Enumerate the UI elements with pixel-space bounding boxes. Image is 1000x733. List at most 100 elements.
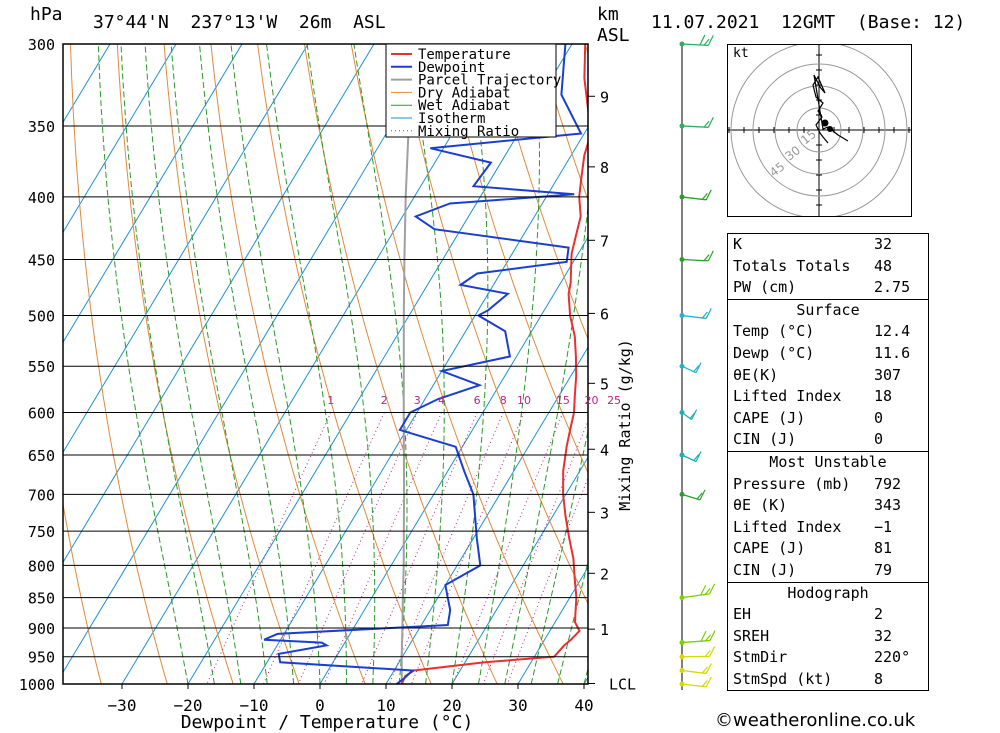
- wind-barb-flag: [707, 250, 714, 262]
- dewpoint-line: [263, 44, 583, 684]
- wind-barb: [681, 314, 707, 320]
- hodograph-stat-value: 220°: [874, 648, 911, 667]
- pressure-tick-label: 700: [28, 486, 55, 504]
- wind-barb-flag: [709, 630, 716, 641]
- wind-barb-flag: [691, 409, 698, 420]
- km-tick-label: 5: [600, 375, 609, 393]
- wind-barb-flag: [696, 492, 703, 500]
- index-value: 2.75: [874, 278, 911, 297]
- wind-barb-flag: [704, 588, 711, 595]
- pressure-tick-label: 750: [28, 523, 55, 541]
- most-unstable-value: 81: [874, 539, 893, 558]
- wind-barb-flag: [701, 192, 708, 200]
- most-unstable-value: −1: [874, 517, 893, 536]
- location-label: 37°44'N 237°13'W 26m ASL: [93, 12, 386, 33]
- isotherm-line: [63, 44, 111, 124]
- pressure-tick-label: 850: [28, 590, 55, 608]
- wind-barb-flag: [695, 362, 702, 373]
- surface-value: 12.4: [874, 322, 911, 341]
- axes: 1 2 3 4 6 8 10 15 20 2530035040045050055060065070…: [19, 36, 636, 733]
- isotherm-line: [517, 566, 588, 684]
- legend-box: [385, 43, 557, 138]
- wind-barb-flag: [704, 650, 711, 657]
- asl-label: ASL: [597, 25, 630, 46]
- hodograph-stat-key: StmDir: [733, 648, 788, 667]
- hodograph-stat-value: 8: [874, 669, 884, 688]
- most-unstable-row: CAPE (J) 81: [728, 538, 928, 560]
- surface-row: CIN (J) 0: [728, 429, 928, 451]
- surface-key: Temp (°C): [733, 322, 815, 341]
- hodograph-stat-row: StmDir 220°: [728, 647, 928, 669]
- most-unstable-row: CIN (J) 79: [728, 560, 928, 582]
- mixing-ratio-line: [452, 412, 564, 684]
- isotherm-line: [63, 44, 177, 234]
- surface-value: 0: [874, 408, 884, 427]
- surface-row: θE(K) 307: [728, 365, 928, 387]
- pressure-tick-label: 800: [28, 557, 55, 575]
- km-tick-label: 9: [600, 88, 609, 106]
- surface-key: CIN (J): [733, 430, 797, 449]
- dry-adiabat-line: [350, 44, 564, 684]
- temperature-line: [400, 44, 588, 684]
- wet-adiabat-line: [120, 44, 215, 684]
- hodograph-stat-row: SREH 32: [728, 626, 928, 648]
- mixing-ratio-label: 6: [474, 394, 481, 407]
- wet-adiabat-line: [266, 44, 347, 684]
- wind-dot: [679, 668, 685, 674]
- hodograph-unit: kt: [733, 46, 749, 61]
- wet-adiabat-line: [144, 44, 242, 684]
- wind-barb-flag: [705, 634, 711, 642]
- isotherm-line: [253, 126, 588, 684]
- hodograph-title: Hodograph: [787, 583, 869, 602]
- wind-dot: [679, 257, 685, 263]
- dry-adiabat-line: [491, 44, 588, 341]
- units-label: hPa: [30, 4, 63, 25]
- legend-label: Wet Adiabat: [418, 98, 511, 114]
- dry-adiabat-line: [444, 44, 588, 475]
- wind-barb: [681, 43, 709, 47]
- isotherm-line: [63, 44, 243, 344]
- hodograph-ring-label: 45: [767, 159, 788, 179]
- hodograph-ring-label: 30: [783, 143, 804, 163]
- wind-barb-flag: [707, 35, 714, 46]
- most-unstable-key: CAPE (J): [733, 539, 806, 558]
- hodograph-point: [827, 126, 833, 132]
- mixing-ratio-label: 25: [607, 394, 621, 407]
- most-unstable-value: 343: [874, 496, 902, 515]
- indices-table: K 32 Totals Totals 48 PW (cm) 2.75 Surface Te…: [727, 233, 929, 692]
- wet-adiabat-line: [477, 44, 541, 684]
- wet-adiabat-line: [199, 44, 295, 684]
- wet-adiabat-line: [504, 203, 588, 684]
- pressure-tick-label: 550: [28, 358, 55, 376]
- plot-border: [62, 43, 589, 685]
- wet-adiabat-line: [97, 44, 189, 684]
- parcel-trajectory-line: [400, 44, 415, 684]
- mixing-ratio-line: [482, 419, 588, 684]
- wind-dot: [679, 452, 685, 458]
- km-tick-label: 3: [600, 504, 609, 522]
- wind-barb: [681, 258, 709, 262]
- dry-adiabat-line: [116, 44, 234, 684]
- wind-barb-flag: [705, 663, 712, 674]
- mixing-ratio-axis-label: Mixing Ratio (g/kg): [616, 339, 634, 511]
- mixing-ratio-line: [410, 412, 525, 684]
- wind-barb: [681, 669, 707, 675]
- x-tick-label: −10: [240, 696, 269, 715]
- index-row: PW (cm) 2.75: [728, 277, 928, 299]
- dry-adiabat-line: [257, 44, 432, 684]
- wind-barb-flag: [707, 117, 714, 128]
- legend-label: Temperature: [418, 47, 511, 63]
- wind-barb: [681, 639, 711, 644]
- most-unstable-key: θE (K): [733, 496, 788, 515]
- mixing-ratio-line: [506, 476, 588, 684]
- x-tick-label: 30: [508, 696, 527, 715]
- wind-barb-flag: [700, 630, 707, 642]
- legend-label: Dewpoint: [418, 60, 485, 76]
- dry-adiabat-line: [63, 501, 102, 684]
- isotherm-line: [187, 44, 573, 684]
- surface-key: Lifted Index: [733, 387, 842, 406]
- wind-dot: [679, 681, 685, 687]
- hodograph-stat-key: EH: [733, 605, 752, 624]
